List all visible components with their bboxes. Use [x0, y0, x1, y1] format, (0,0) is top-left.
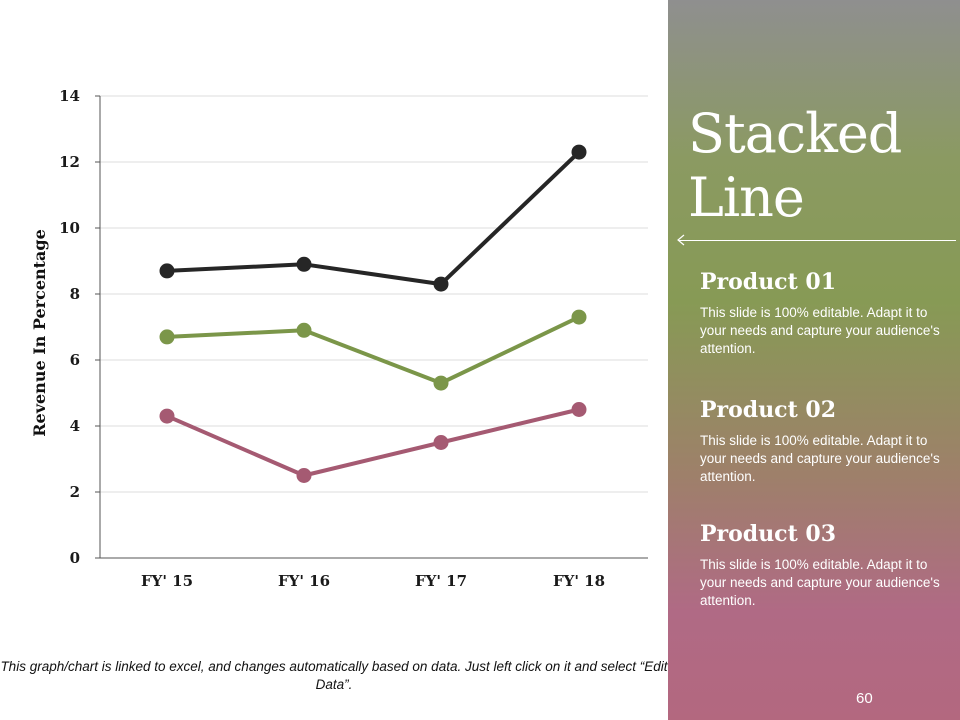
line-chart[interactable]: 0 2 4 6 8 10 12 14 FY' 15 FY' 16 FY' 17 FY' 18 Rev… [0, 0, 668, 640]
slide-title: Stacked Line [688, 102, 902, 230]
y-tick-label: 4 [70, 417, 80, 435]
y-tick-label: 12 [59, 153, 80, 171]
product-03-description: This slide is 100% editable. Adapt it to… [700, 557, 940, 608]
title-divider [678, 240, 956, 241]
y-tick-label: 10 [59, 219, 80, 237]
y-tick-labels: 0 2 4 6 8 10 12 14 [59, 87, 80, 567]
product-02-description: This slide is 100% editable. Adapt it to… [700, 433, 940, 484]
data-point[interactable] [159, 329, 175, 345]
y-tick-label: 2 [70, 483, 80, 501]
x-tick-label: FY' 15 [141, 572, 193, 590]
data-point[interactable] [571, 309, 587, 325]
side-panel: Stacked Line Product 01 This slide is 100… [668, 0, 960, 720]
product-02: Product 02 This slide is 100% editable. … [700, 396, 940, 486]
product-01: Product 01 This slide is 100% editable. … [700, 268, 940, 358]
y-tick-label: 8 [70, 285, 80, 303]
y-tick-label: 0 [70, 549, 80, 567]
product-03: Product 03 This slide is 100% editable. … [700, 520, 940, 610]
slide-title-line-1: Stacked [688, 102, 902, 165]
x-tick-labels: FY' 15 FY' 16 FY' 17 FY' 18 [141, 572, 605, 590]
x-tick-label: FY' 16 [278, 572, 330, 590]
data-point[interactable] [433, 435, 449, 450]
series-line-1[interactable] [165, 407, 581, 478]
chart-area[interactable]: 0 2 4 6 8 10 12 14 FY' 15 FY' 16 FY' 17 FY' 18 Rev… [0, 0, 668, 692]
series-line-3[interactable] [165, 150, 581, 287]
data-point[interactable] [296, 468, 312, 483]
slide-title-line-2: Line [688, 166, 805, 229]
series-line-2[interactable] [165, 315, 581, 386]
axes [95, 95, 648, 559]
x-tick-label: FY' 17 [415, 572, 467, 590]
data-point[interactable] [433, 276, 449, 292]
data-point[interactable] [571, 402, 587, 417]
series-lines[interactable] [159, 144, 587, 483]
data-point[interactable] [159, 408, 175, 424]
product-02-title: Product 02 [700, 397, 837, 423]
footnote: This graph/chart is linked to excel, and… [0, 659, 668, 692]
data-point[interactable] [159, 263, 175, 279]
x-tick-label: FY' 18 [553, 572, 605, 590]
product-01-title: Product 01 [700, 269, 837, 295]
product-03-title: Product 03 [700, 521, 837, 547]
data-point[interactable] [571, 144, 587, 160]
product-01-description: This slide is 100% editable. Adapt it to… [700, 305, 940, 356]
data-point[interactable] [433, 375, 449, 391]
page-number: 60 [856, 690, 873, 707]
y-tick-label: 6 [70, 351, 80, 369]
gridlines [100, 95, 648, 493]
data-point[interactable] [296, 256, 312, 272]
data-point[interactable] [296, 322, 312, 338]
y-axis-title: Revenue In Percentage [30, 229, 49, 437]
y-tick-label: 14 [59, 87, 80, 105]
